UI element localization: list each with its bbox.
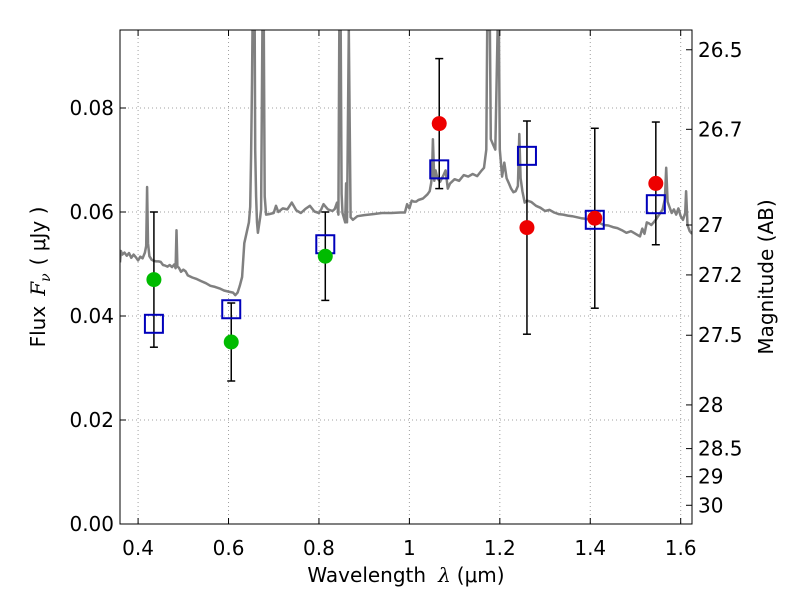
- x-tick-label: 0.8: [303, 536, 335, 560]
- y-tick-label: 0.08: [69, 96, 114, 120]
- plot-frame: [119, 29, 693, 525]
- magnitude-tick-label: 27.2: [698, 263, 743, 287]
- magnitude-tick-label: 29: [698, 465, 723, 489]
- y-tick-label: 0.00: [69, 512, 114, 536]
- measured-point-marker: [587, 210, 603, 226]
- data-markers: [143, 116, 666, 350]
- magnitude-tick-label: 30: [698, 493, 723, 517]
- right-axis-label: Magnitude (AB): [754, 199, 778, 354]
- measured-point-marker: [317, 248, 333, 264]
- x-axis-label: Wavelength λ (μm): [307, 563, 504, 587]
- magnitude-tick-label: 26.5: [698, 38, 743, 62]
- x-tick-label: 1.6: [665, 536, 697, 560]
- x-tick-label: 0.4: [122, 536, 154, 560]
- x-tick-label: 0.6: [213, 536, 245, 560]
- magnitude-tick-label: 26.7: [698, 117, 743, 141]
- measured-point-marker: [146, 272, 162, 288]
- magnitude-tick-label: 27.5: [698, 323, 743, 347]
- measured-point-marker: [223, 334, 239, 350]
- x-tick-label: 1.2: [484, 536, 516, 560]
- model-square-marker: [516, 145, 537, 166]
- model-square-marker: [645, 194, 666, 215]
- y-axis-label: FluxFν( μJy ): [26, 207, 54, 348]
- model-square-marker: [143, 313, 164, 334]
- y-tick-label: 0.06: [69, 200, 114, 224]
- y-tick-label: 0.02: [69, 408, 114, 432]
- model-square-marker: [221, 299, 242, 320]
- axis-ticks: 0.4 0.6 0.8 1 1.2 1.4 1.6 0.00 0.02 0.04 0.06 0.08 2…: [69, 30, 743, 560]
- x-tick-label: 1.4: [574, 536, 606, 560]
- magnitude-tick-label: 27: [698, 213, 723, 237]
- y-tick-label: 0.04: [69, 304, 114, 328]
- model-square-marker: [429, 159, 450, 180]
- measured-point-marker: [519, 220, 535, 236]
- measured-point-marker: [431, 116, 447, 132]
- x-tick-label: 1: [403, 536, 416, 560]
- magnitude-tick-label: 28: [698, 393, 723, 417]
- measured-point-marker: [648, 175, 664, 191]
- magnitude-tick-label: 28.5: [698, 437, 743, 461]
